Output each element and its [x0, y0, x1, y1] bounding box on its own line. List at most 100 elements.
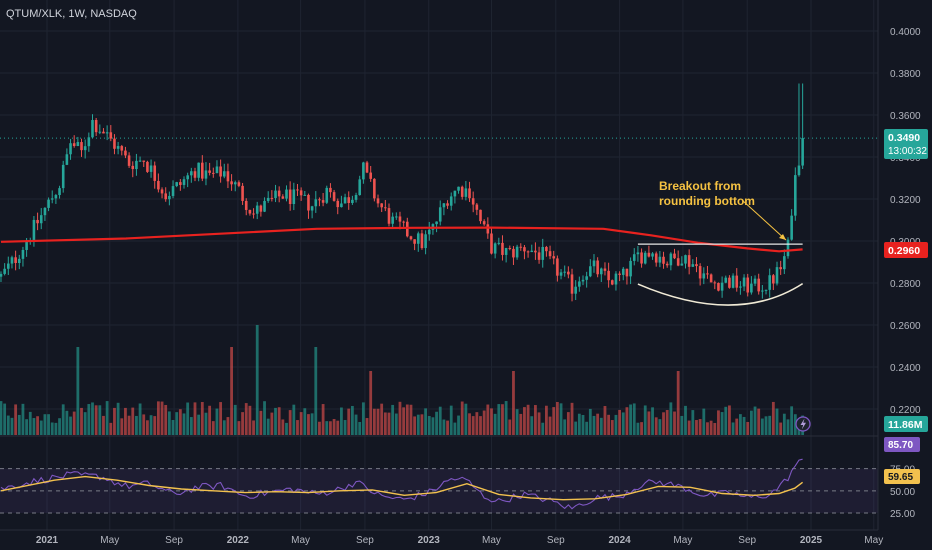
time-tick-label: 2024	[608, 535, 631, 546]
candle-body	[750, 283, 753, 293]
candle-body	[515, 246, 519, 258]
price-tick-label: 0.2600	[890, 321, 921, 332]
candle-body	[713, 282, 717, 284]
candle-body	[138, 160, 142, 162]
time-tick-label: 2022	[227, 535, 250, 546]
volume-bar	[47, 414, 50, 435]
lightning-icon-bolt[interactable]	[800, 418, 807, 430]
volume-bar	[94, 405, 98, 435]
volume-bar	[50, 422, 54, 435]
volume-bar	[724, 406, 728, 435]
volume-bar	[226, 417, 230, 435]
candle-body	[146, 161, 149, 172]
volume-bar	[438, 406, 442, 435]
lightning-icon[interactable]	[795, 416, 811, 432]
volume-badge-bg	[884, 416, 928, 432]
candle-body	[629, 260, 632, 277]
volume-bar	[153, 416, 157, 435]
volume-bar	[585, 421, 589, 435]
candle-body	[482, 221, 486, 225]
candle-body	[10, 257, 14, 264]
candle-body	[124, 150, 127, 156]
volume-bar	[515, 409, 519, 435]
volume-bar	[662, 412, 665, 435]
candle-body	[208, 170, 211, 173]
candle-body	[416, 233, 420, 244]
overlays	[0, 137, 878, 306]
volume-bar	[182, 413, 186, 435]
candle-body	[405, 221, 409, 237]
volume-bar	[651, 407, 654, 435]
volume-bar	[695, 420, 698, 435]
candle-body	[709, 274, 713, 283]
volume-bar	[303, 408, 307, 435]
volume-bar	[369, 371, 373, 435]
time-tick-label: May	[864, 535, 883, 546]
volume-bar	[296, 420, 299, 435]
volume-bar	[255, 325, 259, 435]
candle-body	[600, 268, 603, 275]
volume-bar	[555, 401, 559, 435]
volume-bar	[252, 420, 255, 435]
volume-bar	[391, 404, 395, 435]
volume-bar	[530, 416, 534, 435]
volume-bar	[405, 404, 409, 435]
candle-body	[698, 266, 702, 279]
volume-bar	[248, 405, 252, 435]
candle-body	[479, 209, 482, 222]
candle-body	[113, 138, 116, 149]
candle-body	[486, 224, 490, 234]
volume-bar	[376, 408, 380, 435]
candle-body	[468, 188, 471, 199]
candle-body	[559, 272, 563, 276]
candle-body	[607, 270, 610, 281]
candle-body	[310, 206, 314, 211]
volume-bar	[479, 416, 482, 435]
candle-body	[742, 277, 746, 287]
volume-bar	[519, 413, 523, 435]
candle-body	[497, 242, 501, 244]
volume-bar	[292, 404, 296, 435]
candle-body	[25, 241, 28, 250]
time-tick-label: Sep	[356, 535, 374, 546]
candle-body	[186, 175, 189, 180]
candle-body	[706, 273, 709, 275]
candle-body	[241, 185, 244, 201]
volume-bar	[17, 414, 21, 435]
candle-body	[7, 263, 10, 269]
volume-bar	[28, 411, 32, 435]
volume-bar	[189, 417, 193, 435]
candle-body	[578, 281, 581, 287]
volume-bar	[790, 406, 794, 435]
price-badge: 0.3490 13:00:32	[884, 129, 928, 159]
volume-bar	[263, 401, 266, 435]
volume-bar	[442, 419, 446, 435]
volume-bar	[541, 422, 545, 435]
price-tick-label: 0.2800	[890, 279, 921, 290]
volume-bar	[135, 415, 138, 435]
candle-body	[248, 209, 252, 214]
candle-body	[490, 233, 493, 254]
candle-body	[534, 250, 537, 253]
rsi-ma-badge-value: 59.65	[888, 472, 913, 483]
volume-bar	[453, 422, 457, 435]
volume-bar	[504, 401, 508, 435]
volume-bar	[3, 403, 7, 435]
candle-body	[493, 243, 497, 254]
volume-bar	[409, 404, 413, 435]
volume-bar	[361, 402, 365, 435]
volume-bar	[0, 401, 3, 435]
volume-bar	[764, 416, 768, 435]
time-tick-label: 2021	[36, 535, 59, 546]
candle-body	[589, 266, 592, 277]
candle-body	[332, 192, 336, 201]
candle-body	[105, 132, 109, 134]
time-tick-label: May	[482, 535, 501, 546]
candle-body	[665, 263, 669, 266]
rsi-ma-badge: 59.65	[884, 469, 920, 484]
volume-bar	[277, 407, 281, 435]
volume-bar	[643, 405, 647, 435]
volume-bar	[607, 414, 611, 435]
candle-body	[314, 199, 318, 207]
